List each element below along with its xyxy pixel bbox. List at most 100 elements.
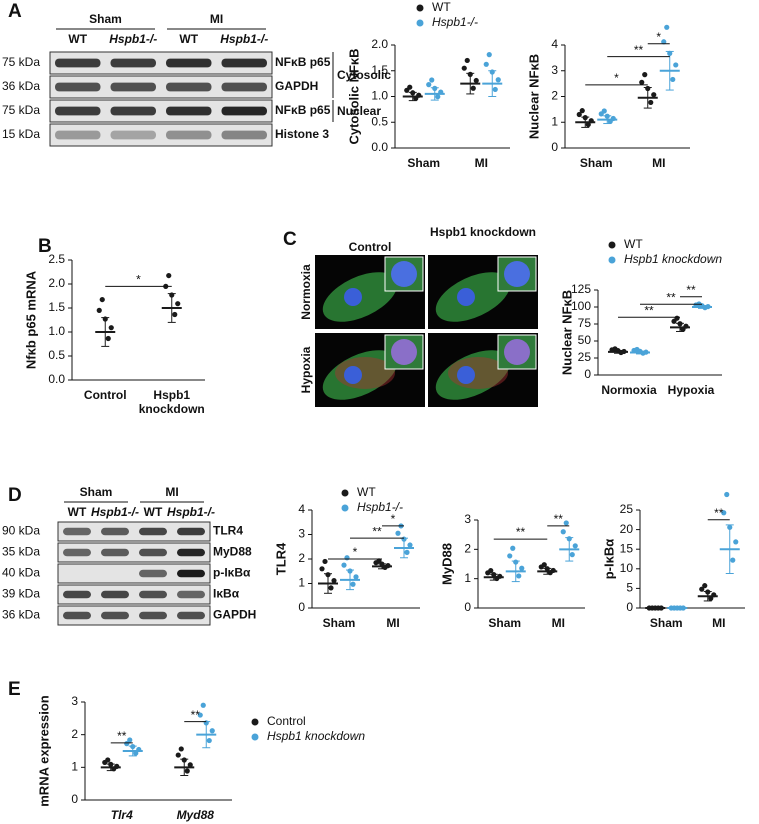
data-point [96, 307, 102, 313]
blot-band [63, 527, 91, 536]
blot-strip [49, 51, 273, 75]
legend-label: Hspb1-/- [357, 500, 403, 514]
legend-marker [251, 718, 259, 726]
blot-size: 75 kDa [2, 55, 40, 69]
blot-band [63, 548, 91, 557]
data-point [730, 557, 736, 563]
x-tick-label: MI [551, 616, 565, 630]
data-point [178, 746, 184, 752]
y-tick-label: 1.5 [371, 63, 388, 77]
lane-label: Hspb1-/- [220, 32, 268, 46]
inset-nucleus [504, 261, 530, 287]
data-point [674, 315, 680, 321]
legend-label: Control [267, 714, 306, 728]
data-point [395, 530, 401, 536]
y-tick-label: 2.0 [48, 276, 65, 290]
data-point [486, 52, 492, 58]
blot-band [221, 82, 267, 92]
blot-band [139, 611, 167, 620]
sig-label: ** [117, 729, 127, 743]
y-tick-label: 2 [71, 727, 78, 741]
legend-marker [341, 489, 349, 497]
data-point [175, 752, 181, 758]
y-axis-label: Nuclear NFκB [559, 290, 574, 375]
data-point [464, 57, 470, 64]
blot-strip [57, 605, 211, 626]
data-point [495, 77, 501, 83]
y-tick-label: 2 [464, 542, 471, 556]
data-point [350, 581, 356, 587]
y-tick-label: 15 [620, 541, 634, 555]
inset-nucleus [504, 339, 530, 365]
panel-letter: B [38, 236, 52, 257]
blot-label: GAPDH [213, 608, 256, 622]
blot-band [139, 590, 167, 599]
data-point [127, 737, 133, 743]
data-point [435, 94, 441, 100]
data-point [331, 577, 337, 584]
y-axis-label: TLR4 [273, 542, 288, 575]
y-tick-label: 0 [626, 600, 633, 614]
sig-label: ** [666, 290, 676, 304]
data-point [322, 558, 328, 565]
data-point [576, 111, 582, 118]
y-tick-label: 10 [620, 561, 634, 575]
data-point [601, 108, 607, 114]
lane-label: Hspb1-/- [91, 505, 139, 519]
lane-label: WT [179, 32, 198, 46]
blot-band [101, 611, 129, 620]
data-point [319, 566, 325, 572]
data-point [699, 586, 705, 592]
data-point [670, 76, 676, 83]
y-tick-label: 0 [551, 140, 558, 154]
blot-band [139, 548, 167, 557]
sig-label: ** [644, 303, 654, 317]
x-tick-label: Hspb1 knockdown [138, 388, 205, 416]
blot-band [221, 106, 267, 116]
blot-band [177, 611, 205, 620]
y-tick-label: 4 [551, 37, 558, 51]
y-tick-label: 1 [71, 760, 78, 774]
data-point [197, 712, 203, 718]
blot-band [55, 130, 101, 140]
data-point [353, 574, 359, 580]
y-tick-label: 4 [298, 502, 305, 516]
data-point [184, 768, 190, 774]
y-tick-label: 0 [584, 367, 591, 381]
blot-group: Sham [89, 12, 122, 26]
blot-band [63, 590, 91, 599]
legend-marker [416, 19, 424, 27]
data-point [426, 82, 432, 88]
legend-label: Hspb1 knockdown [624, 252, 722, 266]
sig-label: ** [516, 525, 526, 539]
nucleus [457, 288, 475, 306]
blot-size: 35 kDa [2, 545, 40, 559]
data-point [585, 121, 591, 128]
y-tick-label: 3 [71, 694, 78, 708]
blot-label: Histone 3 [275, 127, 329, 141]
micrograph-row: Normoxia [299, 264, 313, 320]
y-tick-label: 0.0 [371, 140, 388, 154]
legend-marker [251, 733, 259, 741]
blot-band [101, 548, 129, 557]
y-axis-label: Cytosolic NFκB [346, 48, 361, 144]
blot-band [221, 58, 267, 68]
micrograph-column: Control [348, 240, 392, 254]
data-point [519, 565, 525, 571]
y-tick-label: 1.0 [371, 89, 388, 103]
blot-band [166, 130, 212, 140]
x-tick-label: Tlr4 [110, 808, 133, 822]
data-point [579, 108, 585, 114]
nucleus [457, 366, 475, 384]
data-point [200, 702, 206, 708]
y-tick-label: 1.0 [48, 324, 65, 338]
blot-band [55, 82, 101, 92]
legend-marker [608, 241, 616, 249]
data-point [206, 737, 212, 744]
panel-letter: A [8, 1, 22, 22]
data-point [516, 573, 522, 579]
blot-strip [57, 521, 211, 542]
legend-label: Hspb1 knockdown [267, 729, 365, 743]
blot-band [177, 590, 205, 599]
